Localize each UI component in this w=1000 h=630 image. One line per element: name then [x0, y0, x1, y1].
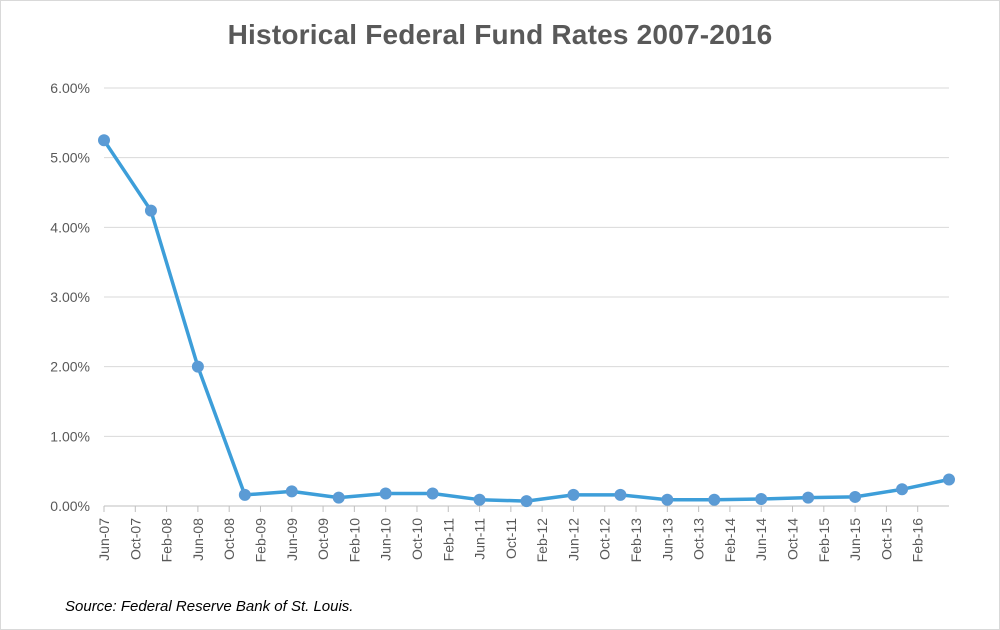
data-point: [473, 493, 486, 506]
x-tick-label: Feb-12: [534, 518, 550, 563]
x-tick-label: Feb-11: [440, 518, 456, 562]
x-tick-label: Oct-15: [878, 518, 894, 560]
x-tick-label: Feb-16: [910, 518, 926, 563]
x-tick-label: Feb-14: [722, 518, 738, 563]
data-point: [238, 488, 251, 501]
y-tick-label: 5.00%: [50, 150, 90, 166]
x-tick-label: Feb-08: [159, 518, 175, 563]
y-tick-label: 4.00%: [50, 219, 90, 235]
x-tick-label: Jun-08: [190, 518, 206, 561]
x-tick-label: Jun-09: [284, 518, 300, 561]
x-tick-label: Feb-13: [628, 518, 644, 563]
x-tick-label: Feb-09: [252, 518, 268, 563]
data-point: [943, 473, 955, 486]
y-tick-label: 1.00%: [50, 428, 90, 444]
data-point: [426, 487, 439, 500]
y-tick-label: 0.00%: [50, 498, 90, 514]
data-point: [285, 485, 298, 498]
data-point: [379, 487, 392, 500]
x-tick-label: Oct-10: [409, 518, 425, 560]
x-tick-label: Oct-07: [127, 518, 143, 560]
chart-title: Historical Federal Fund Rates 2007-2016: [227, 19, 773, 50]
data-point: [98, 134, 110, 147]
x-tick-label: Jun-12: [565, 518, 581, 561]
data-point: [755, 493, 768, 506]
x-tick-label: Jun-15: [847, 518, 863, 561]
x-tick-label: Feb-15: [816, 518, 832, 563]
x-tick-label: Oct-09: [315, 518, 331, 560]
x-tick-label: Jun-13: [659, 518, 675, 561]
data-point: [708, 493, 721, 506]
source-note: Source: Federal Reserve Bank of St. Loui…: [65, 598, 354, 615]
data-point: [849, 490, 862, 503]
y-tick-label: 6.00%: [50, 80, 90, 96]
x-tick-label: Oct-12: [597, 518, 613, 560]
x-tick-label: Oct-11: [503, 518, 519, 559]
series-line: [102, 138, 951, 503]
x-tick-label: Oct-13: [691, 518, 707, 560]
data-point: [567, 488, 580, 501]
data-point: [802, 491, 815, 504]
data-point: [332, 491, 345, 504]
data-point: [191, 360, 204, 373]
x-tick-label: Jun-10: [378, 518, 394, 561]
data-point: [614, 488, 627, 501]
data-point: [520, 495, 533, 508]
x-tick-label: Jun-07: [96, 518, 112, 561]
x-tick-label: Jun-11: [472, 518, 488, 560]
y-tick-label: 3.00%: [50, 289, 90, 305]
x-tick-label: Oct-08: [221, 518, 237, 560]
data-point: [896, 483, 909, 496]
x-tick-label: Feb-10: [346, 518, 362, 563]
x-tick-label: Jun-14: [753, 518, 769, 561]
y-tick-label: 2.00%: [50, 359, 90, 375]
x-tick-label: Oct-14: [785, 518, 801, 560]
data-point: [661, 493, 674, 506]
data-point: [144, 204, 157, 217]
